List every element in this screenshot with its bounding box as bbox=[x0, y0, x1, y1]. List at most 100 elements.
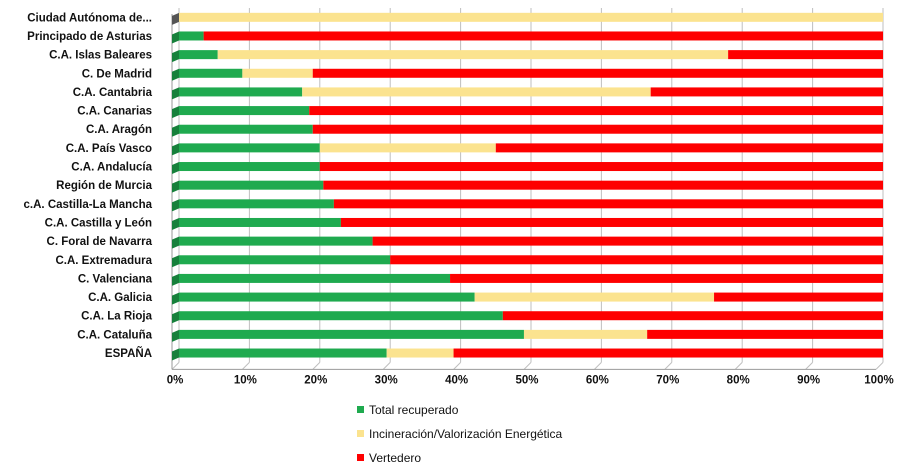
bar-segment bbox=[312, 124, 883, 134]
gridline-floor bbox=[242, 361, 250, 370]
bar-side-face bbox=[172, 124, 179, 137]
bar-segment bbox=[179, 124, 313, 134]
x-tick-label: 20% bbox=[304, 374, 327, 386]
legend-swatch bbox=[357, 454, 364, 461]
x-tick-label: 100% bbox=[864, 374, 893, 386]
bar-side-face bbox=[172, 217, 179, 230]
bar-segment bbox=[179, 180, 324, 190]
bar-segment bbox=[372, 236, 883, 246]
bar-segment bbox=[179, 273, 451, 283]
bar-segment bbox=[319, 143, 496, 153]
bar-segment bbox=[495, 143, 883, 153]
legend-label: Vertedero bbox=[369, 451, 421, 465]
category-label: C. De Madrid bbox=[82, 68, 152, 80]
x-tick-label: 50% bbox=[515, 374, 538, 386]
category-labels: Ciudad Autónoma de... Principado de Astur… bbox=[24, 12, 153, 360]
bar-segment bbox=[302, 87, 651, 97]
gridline-floor bbox=[875, 361, 884, 370]
bar-side-face bbox=[172, 273, 179, 286]
category-label: c.A. Castilla-La Mancha bbox=[24, 199, 153, 211]
category-label: C.A. Galicia bbox=[88, 292, 153, 304]
category-label: C.A. Islas Baleares bbox=[49, 50, 152, 62]
bar-segment bbox=[728, 50, 883, 60]
category-label: C.A. Extremadura bbox=[55, 255, 152, 267]
x-tick-label: 10% bbox=[234, 374, 257, 386]
bar-segment bbox=[340, 217, 883, 227]
bar-segment bbox=[319, 162, 883, 172]
bar-segment bbox=[179, 255, 391, 265]
bar-side-face bbox=[172, 255, 179, 268]
bar-side-face bbox=[172, 12, 179, 25]
category-label: C. Foral de Navarra bbox=[47, 236, 153, 248]
bar-segment bbox=[309, 106, 883, 116]
x-tick-label: 30% bbox=[375, 374, 398, 386]
bar-side-face bbox=[172, 348, 179, 361]
bar-segment bbox=[650, 87, 883, 97]
bar-side-face bbox=[172, 31, 179, 44]
legend-swatch bbox=[357, 406, 364, 413]
gridline-floor bbox=[805, 361, 813, 370]
bar-segment bbox=[179, 50, 218, 60]
bars bbox=[172, 12, 883, 361]
bar-segment bbox=[647, 329, 883, 339]
bar-side-face bbox=[172, 199, 179, 212]
gridline-floor bbox=[382, 361, 391, 370]
x-tick-label: 40% bbox=[445, 374, 468, 386]
bar-side-face bbox=[172, 87, 179, 100]
bar-segment bbox=[450, 273, 883, 283]
bar-side-face bbox=[172, 236, 179, 249]
category-label: C.A. Canarias bbox=[77, 106, 152, 118]
category-label: Región de Murcia bbox=[56, 180, 152, 192]
bar-segment bbox=[179, 162, 320, 172]
bar-side-face bbox=[172, 143, 179, 156]
gridline-floor bbox=[523, 361, 532, 370]
bar-segment bbox=[217, 50, 729, 60]
bar-side-face bbox=[172, 50, 179, 63]
bar-segment bbox=[386, 348, 454, 358]
bar-side-face bbox=[172, 292, 179, 305]
category-label: C.A. Cataluña bbox=[77, 329, 152, 341]
bar-side-face bbox=[172, 329, 179, 342]
bar-segment bbox=[523, 329, 648, 339]
bar-segment bbox=[453, 348, 883, 358]
bar-side-face bbox=[172, 106, 179, 119]
category-label: C.A. Cantabria bbox=[73, 87, 153, 99]
gridline-floor bbox=[453, 361, 461, 370]
category-label: C.A. País Vasco bbox=[66, 143, 152, 155]
x-tick-label: 60% bbox=[586, 374, 609, 386]
bar-segment bbox=[179, 87, 303, 97]
bar-segment bbox=[474, 292, 715, 302]
bar-segment bbox=[179, 292, 475, 302]
gridline-floor bbox=[312, 361, 321, 370]
bar-side-face bbox=[172, 180, 179, 193]
gridline-floor bbox=[594, 361, 602, 370]
gridline-floor bbox=[171, 361, 180, 370]
bar-segment bbox=[179, 31, 204, 41]
bar-side-face bbox=[172, 68, 179, 81]
bar-segment bbox=[179, 329, 524, 339]
bar-segment bbox=[333, 199, 883, 209]
x-tick-label: 0% bbox=[167, 374, 184, 386]
bar-segment bbox=[323, 180, 883, 190]
bar-segment bbox=[312, 68, 883, 78]
legend: Total recuperado Incineración/Valorizació… bbox=[357, 403, 563, 465]
category-label: C.A. Andalucía bbox=[71, 162, 152, 174]
bar-segment bbox=[502, 311, 883, 321]
bar-segment bbox=[203, 31, 883, 41]
bar-segment bbox=[242, 68, 313, 78]
legend-swatch bbox=[357, 430, 364, 437]
bar-segment bbox=[179, 106, 310, 116]
category-label: C.A. Aragón bbox=[86, 124, 152, 136]
category-label: ESPAÑA bbox=[105, 347, 152, 360]
bar-segment bbox=[179, 12, 883, 22]
category-label: C.A. La Rioja bbox=[81, 311, 153, 323]
category-label: Ciudad Autónoma de... bbox=[27, 12, 152, 24]
bar-side-face bbox=[172, 311, 179, 324]
x-tick-label: 70% bbox=[656, 374, 679, 386]
bar-segment bbox=[179, 68, 243, 78]
legend-label: Total recuperado bbox=[369, 403, 459, 417]
bar-segment bbox=[179, 217, 341, 227]
legend-label: Incineración/Valorización Energética bbox=[369, 427, 563, 441]
